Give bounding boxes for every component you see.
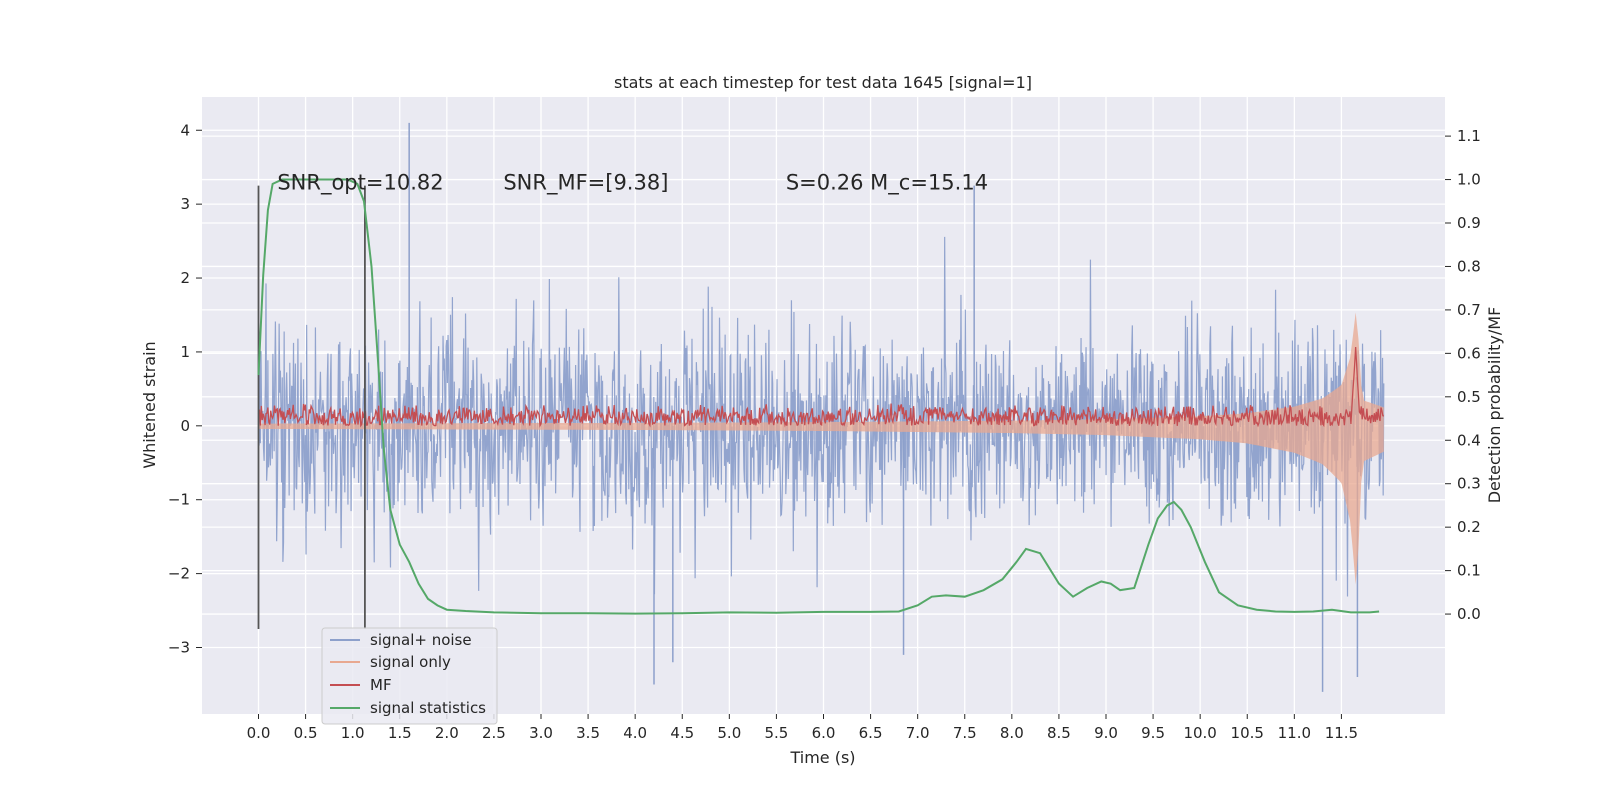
y-tick-label: 4 [180, 121, 190, 139]
x-tick-label: 4.0 [623, 724, 647, 742]
annotation-s-mc: S=0.26 M_c=15.14 [786, 170, 988, 195]
y2-tick-label: 1.1 [1457, 127, 1481, 145]
x-tick-label: 6.5 [859, 724, 883, 742]
y-tick-label: 3 [180, 195, 190, 213]
y2-tick-label: 0.9 [1457, 214, 1481, 232]
signal-noise-trace [257, 236, 1385, 597]
x-tick-label: 1.0 [341, 724, 365, 742]
legend-label-signal-statistics: signal statistics [370, 699, 486, 717]
x-tick-label: 3.5 [576, 724, 600, 742]
y-tick-label: 0 [180, 417, 190, 435]
legend-box [321, 627, 498, 725]
x-tick-label: 7.5 [953, 724, 977, 742]
y-tick-label: 2 [180, 269, 190, 287]
x-tick-label: 6.0 [812, 724, 836, 742]
y-tick-label: −3 [168, 638, 190, 656]
mf-trace [257, 347, 1385, 428]
x-tick-label: 8.0 [1000, 724, 1024, 742]
y2-tick-label: 0.3 [1457, 475, 1481, 493]
x-tick-label: 1.5 [388, 724, 412, 742]
y2-tick-label: 1.0 [1457, 171, 1481, 189]
legend: signal+ noise signal only MF signal stat… [321, 627, 498, 725]
annotations: SNR_opt=10.82 SNR_MF=[9.38] S=0.26 M_c=1… [277, 170, 988, 195]
x-axis-label: Time (s) [789, 748, 855, 767]
x-tick-label: 3.0 [529, 724, 553, 742]
y2-tick-label: 0.4 [1457, 431, 1481, 449]
y-tick-label: −1 [168, 491, 190, 509]
chart-title: stats at each timestep for test data 164… [614, 73, 1032, 92]
y2-axis-label: Detection probability/MF [1485, 307, 1504, 504]
y2-tick-label: 0.2 [1457, 518, 1481, 536]
y2-tick-label: 0.8 [1457, 257, 1481, 275]
series-mf [257, 347, 1385, 428]
series-signal-statistics [257, 178, 1380, 615]
x-tick-label: 5.5 [764, 724, 788, 742]
y-axis-ticks: 4 3 2 1 0 −1 −2 −3 [168, 121, 202, 656]
x-tick-label: 5.0 [717, 724, 741, 742]
vertical-markers [257, 185, 366, 630]
x-tick-label: 9.0 [1094, 724, 1118, 742]
grid [202, 97, 1445, 714]
series-signal-noise-band [257, 122, 1385, 692]
y2-axis-ticks: 1.1 1.0 0.9 0.8 0.7 0.6 0.5 0.4 0.3 0.2 0.1 0.0 [1445, 127, 1481, 623]
x-tick-label: 0.0 [247, 724, 271, 742]
y2-tick-label: 0.6 [1457, 344, 1481, 362]
x-tick-label: 11.5 [1325, 724, 1358, 742]
x-tick-label: 7.0 [906, 724, 930, 742]
x-tick-label: 0.5 [294, 724, 318, 742]
signal-statistics-line [257, 178, 1380, 615]
x-tick-label: 2.5 [482, 724, 506, 742]
x-tick-label: 10.0 [1183, 724, 1216, 742]
y2-tick-label: 0.1 [1457, 562, 1481, 580]
x-tick-label: 11.0 [1278, 724, 1311, 742]
x-tick-label: 8.5 [1047, 724, 1071, 742]
x-tick-label: 4.5 [670, 724, 694, 742]
y-axis-label: Whitened strain [140, 341, 159, 468]
x-axis-ticks: 0.0 0.5 1.0 1.5 2.0 2.5 3.0 3.5 4.0 4.5 5.0 5.5 6.0 6… [247, 714, 1358, 742]
legend-label-mf: MF [370, 676, 392, 694]
legend-label-signal-only: signal only [370, 653, 451, 671]
y-tick-label: −2 [168, 565, 190, 583]
annotation-snr-mf: SNR_MF=[9.38] [503, 170, 668, 195]
x-tick-label: 2.0 [435, 724, 459, 742]
annotation-snr-opt: SNR_opt=10.82 [277, 170, 443, 195]
x-tick-label: 9.5 [1141, 724, 1165, 742]
y2-tick-label: 0.0 [1457, 605, 1481, 623]
y-tick-label: 1 [180, 343, 190, 361]
legend-label-signal-noise: signal+ noise [370, 631, 472, 649]
y2-tick-label: 0.5 [1457, 388, 1481, 406]
y2-tick-label: 0.7 [1457, 301, 1481, 319]
x-tick-label: 10.5 [1231, 724, 1264, 742]
